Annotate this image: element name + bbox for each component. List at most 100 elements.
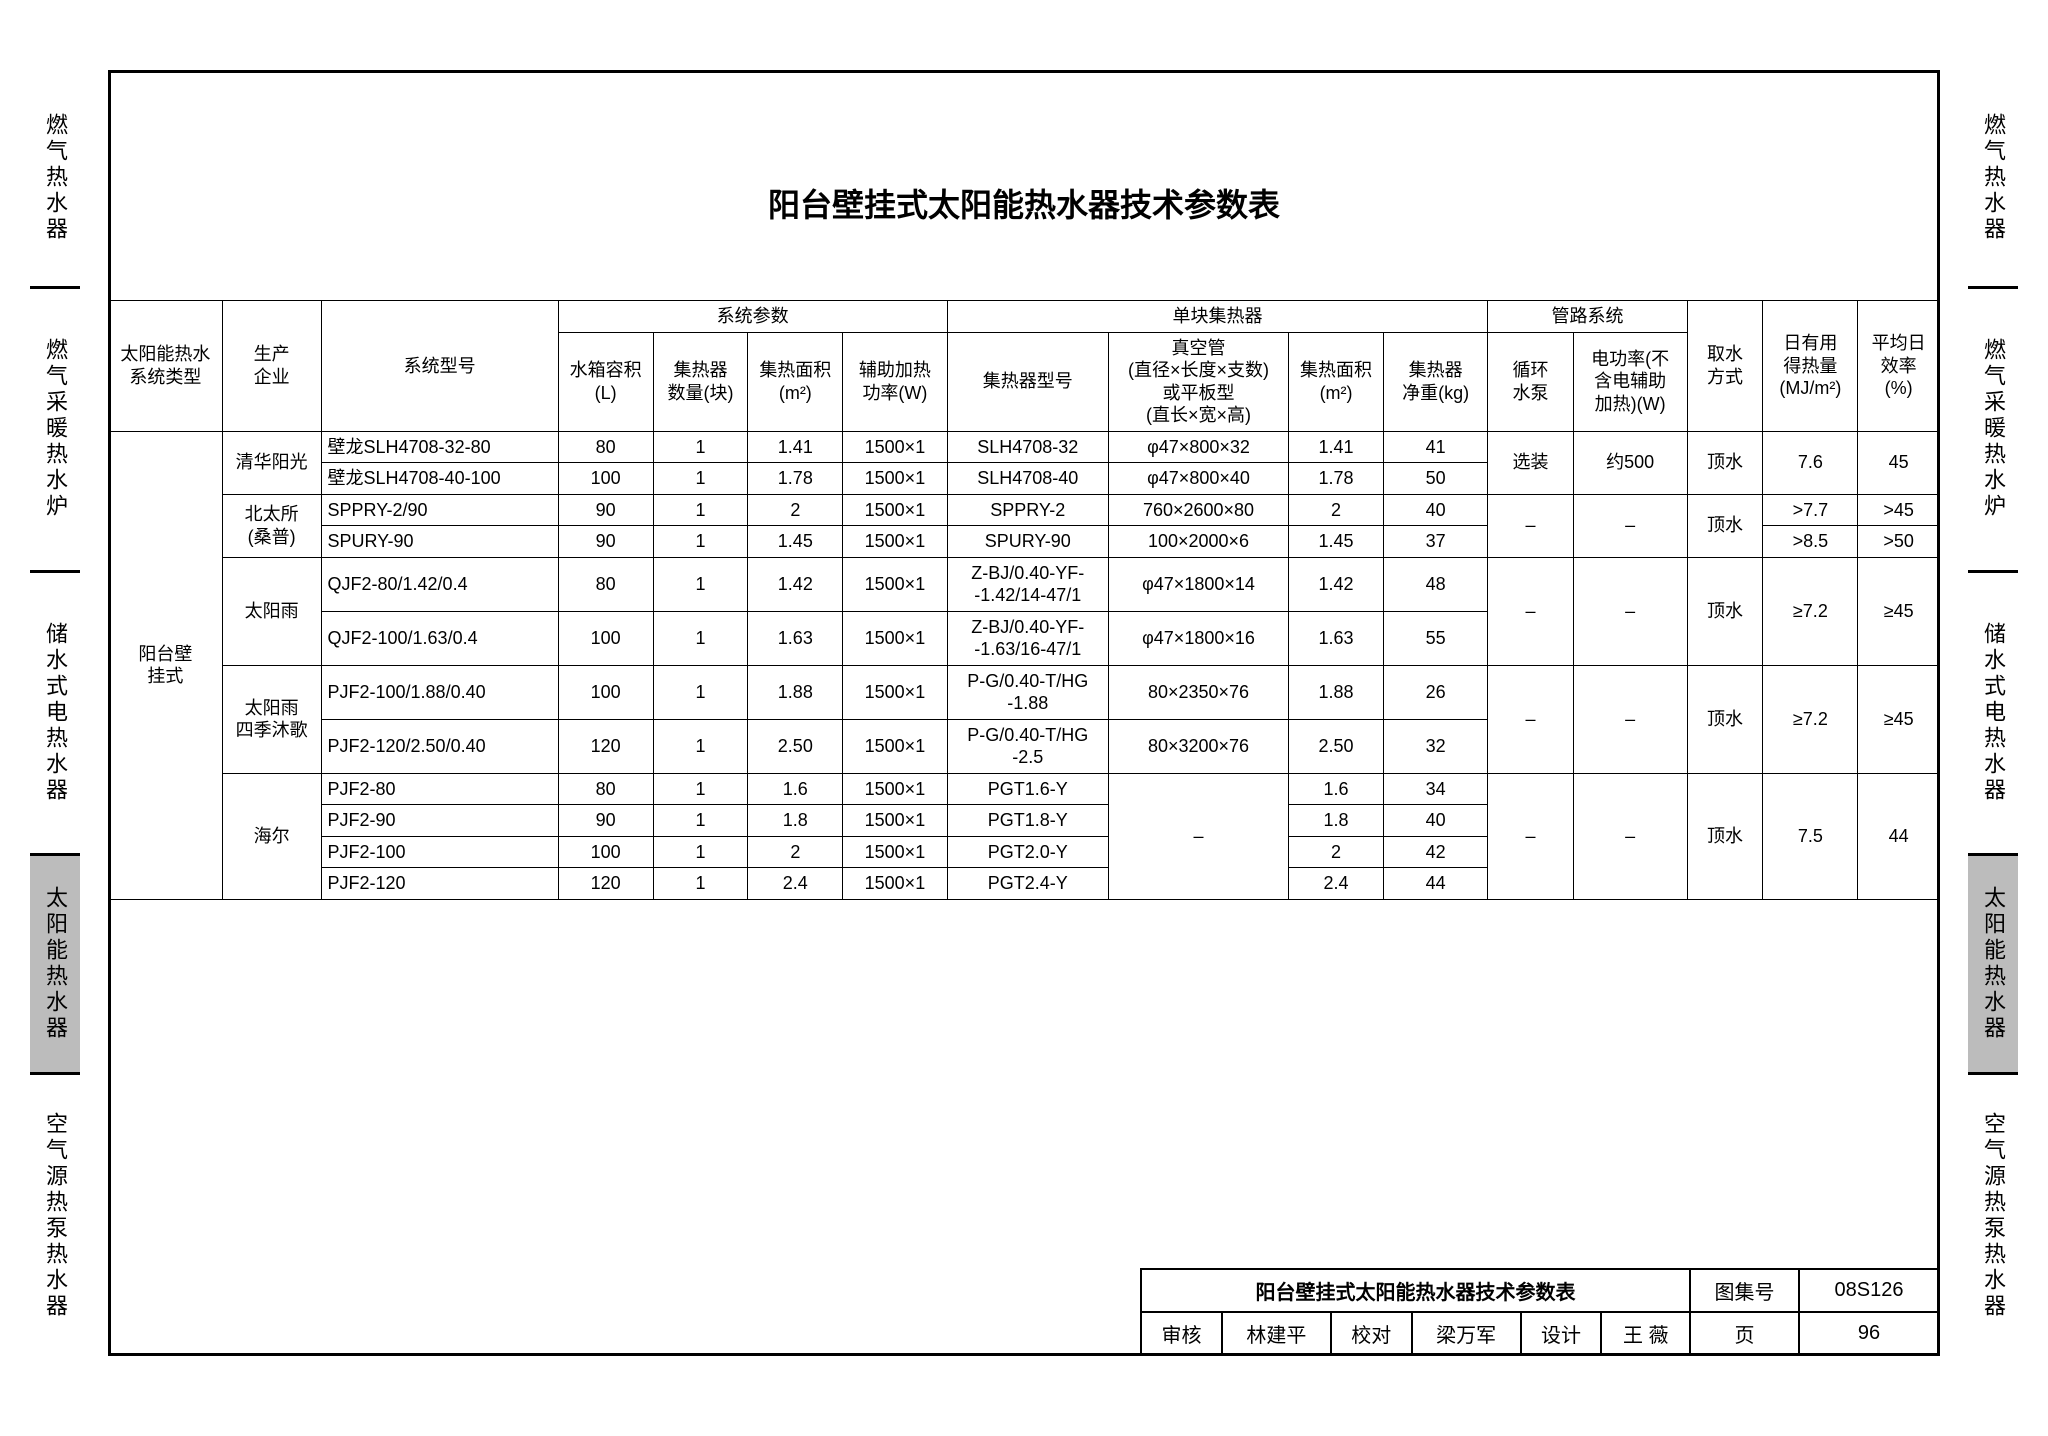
cell-sarea: 2.50 xyxy=(1289,719,1384,773)
tab-electric-heater-r[interactable]: 储水式电热水器 xyxy=(1968,573,2018,857)
cell-area: 1.78 xyxy=(748,463,843,495)
cell-area: 1.63 xyxy=(748,611,843,665)
cell-aux: 1500×1 xyxy=(843,431,947,463)
h-system-type: 太阳能热水系统类型 xyxy=(109,301,223,432)
h-daily-gain: 日有用得热量(MJ/m²) xyxy=(1763,301,1858,432)
cell-gain: ≥7.2 xyxy=(1763,557,1858,665)
cell-wt: 48 xyxy=(1383,557,1487,611)
tb-review-label: 审核 xyxy=(1141,1312,1222,1355)
cell-tank: 120 xyxy=(558,868,653,900)
cell-sarea: 2 xyxy=(1289,494,1384,526)
cell-cnt: 1 xyxy=(653,719,748,773)
cell-method: 顶水 xyxy=(1687,431,1763,494)
cell-model: SPURY-90 xyxy=(321,526,558,558)
tb-check-label: 校对 xyxy=(1331,1312,1412,1355)
cell-model: PJF2-120/2.50/0.40 xyxy=(321,719,558,773)
cell-wt: 44 xyxy=(1383,868,1487,900)
cell-sarea: 1.42 xyxy=(1289,557,1384,611)
cell-sarea: 2 xyxy=(1289,836,1384,868)
cell-cmodel: P-G/0.40-T/HG-1.88 xyxy=(947,665,1108,719)
cell-area: 1.41 xyxy=(748,431,843,463)
cell-sarea: 1.45 xyxy=(1289,526,1384,558)
cell-tube: 100×2000×6 xyxy=(1108,526,1288,558)
tab-gas-heater[interactable]: 燃气热水器 xyxy=(30,70,80,289)
cell-pump: – xyxy=(1488,665,1573,773)
cell-power: – xyxy=(1573,773,1687,899)
tab-solar-heater-r[interactable]: 太阳能热水器 xyxy=(1968,856,2018,1075)
spec-table-wrapper: 太阳能热水系统类型 生产企业 系统型号 系统参数 单块集热器 管路系统 取水方式… xyxy=(108,300,1940,900)
tb-atlas-label: 图集号 xyxy=(1690,1269,1799,1312)
cell-model: PJF2-80 xyxy=(321,773,558,805)
h-power-noaux: 电功率(不含电辅助加热)(W) xyxy=(1573,332,1687,431)
tb-page: 96 xyxy=(1799,1312,1939,1355)
cell-cnt: 1 xyxy=(653,805,748,837)
cell-cnt: 1 xyxy=(653,665,748,719)
h-model: 系统型号 xyxy=(321,301,558,432)
cell-tank: 100 xyxy=(558,463,653,495)
tab-gas-heater-r[interactable]: 燃气热水器 xyxy=(1968,70,2018,289)
h-aux-power: 辅助加热功率(W) xyxy=(843,332,947,431)
table-row: 阳台壁挂式清华阳光壁龙SLH4708-32-808011.411500×1SLH… xyxy=(109,431,1940,463)
cell-cmodel: Z-BJ/0.40-YF--1.63/16-47/1 xyxy=(947,611,1108,665)
cell-tank: 90 xyxy=(558,526,653,558)
tb-reviewer: 林建平 xyxy=(1222,1312,1331,1355)
h-pipe-system: 管路系统 xyxy=(1488,301,1687,333)
cell-cnt: 1 xyxy=(653,494,748,526)
cell-aux: 1500×1 xyxy=(843,773,947,805)
cell-tank: 100 xyxy=(558,836,653,868)
table-row: 太阳雨QJF2-80/1.42/0.48011.421500×1Z-BJ/0.4… xyxy=(109,557,1940,611)
cell-aux: 1500×1 xyxy=(843,494,947,526)
cell-aux: 1500×1 xyxy=(843,557,947,611)
cell-wt: 41 xyxy=(1383,431,1487,463)
cell-aux: 1500×1 xyxy=(843,805,947,837)
cell-manufacturer: 清华阳光 xyxy=(222,431,321,494)
cell-system-type: 阳台壁挂式 xyxy=(109,431,223,899)
tb-page-label: 页 xyxy=(1690,1312,1799,1355)
cell-power: 约500 xyxy=(1573,431,1687,494)
table-row: 海尔PJF2-808011.61500×1PGT1.6-Y–1.634––顶水7… xyxy=(109,773,1940,805)
cell-cmodel: PGT2.0-Y xyxy=(947,836,1108,868)
cell-gain: 7.6 xyxy=(1763,431,1858,494)
cell-area: 1.6 xyxy=(748,773,843,805)
tb-name: 阳台壁挂式太阳能热水器技术参数表 xyxy=(1141,1269,1690,1312)
cell-tank: 80 xyxy=(558,773,653,805)
tab-gas-boiler[interactable]: 燃气采暖热水炉 xyxy=(30,289,80,573)
cell-tank: 80 xyxy=(558,557,653,611)
cell-area: 2 xyxy=(748,494,843,526)
cell-sarea: 1.63 xyxy=(1289,611,1384,665)
cell-method: 顶水 xyxy=(1687,773,1763,899)
h-net-weight: 集热器净重(kg) xyxy=(1383,332,1487,431)
h-single-coll: 单块集热器 xyxy=(947,301,1488,333)
cell-tank: 80 xyxy=(558,431,653,463)
tab-solar-heater[interactable]: 太阳能热水器 xyxy=(30,856,80,1075)
cell-power: – xyxy=(1573,494,1687,557)
cell-model: PJF2-120 xyxy=(321,868,558,900)
cell-wt: 37 xyxy=(1383,526,1487,558)
cell-method: 顶水 xyxy=(1687,665,1763,773)
cell-area: 1.8 xyxy=(748,805,843,837)
tab-electric-heater[interactable]: 储水式电热水器 xyxy=(30,573,80,857)
cell-cmodel: SPURY-90 xyxy=(947,526,1108,558)
tab-heat-pump[interactable]: 空气源热泵热水器 xyxy=(30,1075,80,1356)
tb-atlas: 08S126 xyxy=(1799,1269,1939,1312)
cell-wt: 40 xyxy=(1383,494,1487,526)
side-tabs-left: 燃气热水器 燃气采暖热水炉 储水式电热水器 太阳能热水器 空气源热泵热水器 xyxy=(30,70,80,1356)
cell-cnt: 1 xyxy=(653,431,748,463)
tb-designer: 王 薇 xyxy=(1601,1312,1690,1355)
cell-eff: ≥45 xyxy=(1858,557,1940,665)
cell-model: PJF2-100 xyxy=(321,836,558,868)
cell-eff: >45 xyxy=(1858,494,1940,526)
cell-cnt: 1 xyxy=(653,557,748,611)
cell-manufacturer: 太阳雨 xyxy=(222,557,321,665)
cell-pump: – xyxy=(1488,773,1573,899)
cell-cmodel: PGT2.4-Y xyxy=(947,868,1108,900)
cell-wt: 34 xyxy=(1383,773,1487,805)
cell-gain: ≥7.2 xyxy=(1763,665,1858,773)
cell-cnt: 1 xyxy=(653,836,748,868)
tab-gas-boiler-r[interactable]: 燃气采暖热水炉 xyxy=(1968,289,2018,573)
title-block: 阳台壁挂式太阳能热水器技术参数表 图集号 08S126 审核 林建平 校对 梁万… xyxy=(1140,1268,1940,1356)
tab-heat-pump-r[interactable]: 空气源热泵热水器 xyxy=(1968,1075,2018,1356)
cell-area: 1.88 xyxy=(748,665,843,719)
cell-tube: φ47×1800×14 xyxy=(1108,557,1288,611)
h-single-area: 集热面积(m²) xyxy=(1289,332,1384,431)
